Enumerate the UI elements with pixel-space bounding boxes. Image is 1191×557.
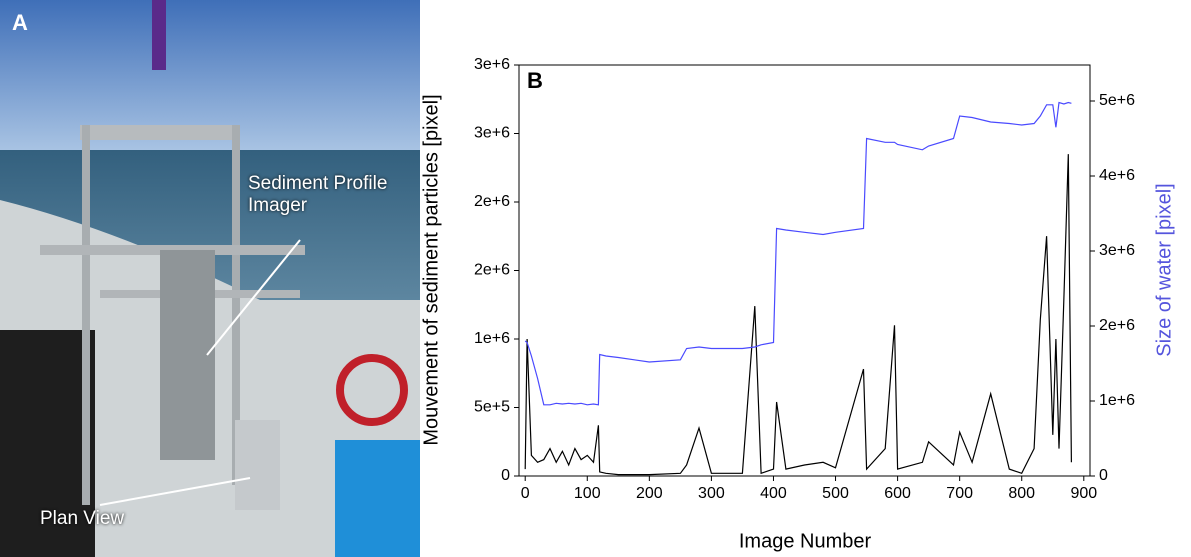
y-tick-label: 3e+6 xyxy=(474,56,510,73)
y-tick-label: 1e+6 xyxy=(474,330,510,347)
y-tick-label: 5e+5 xyxy=(474,399,510,416)
y2-tick-label: 2e+6 xyxy=(1099,317,1135,334)
y2-axis-title: Size of water [pixel] xyxy=(1153,183,1175,356)
y2-tick-label: 5e+6 xyxy=(1099,92,1135,109)
y-tick-label: 0 xyxy=(501,467,510,484)
photo: A xyxy=(0,0,420,557)
x-tick-label: 700 xyxy=(946,485,973,502)
panel-label: B xyxy=(527,68,543,93)
frame-leg xyxy=(82,125,90,505)
chart: B Image Number Mouvement of sediment par… xyxy=(420,56,1175,552)
blue-box xyxy=(335,440,420,557)
data-line xyxy=(525,103,1071,405)
x-tick-label: 600 xyxy=(884,485,911,502)
strap xyxy=(152,0,166,70)
imager xyxy=(160,250,215,460)
page: A B Image Number Mouvement of sediment p… xyxy=(0,0,1191,557)
x-tick-label: 100 xyxy=(574,485,601,502)
x-tick-label: 300 xyxy=(698,485,725,502)
y2-tick-label: 0 xyxy=(1099,467,1108,484)
plan-view-camera xyxy=(235,420,280,510)
panel-label: A xyxy=(12,10,28,35)
x-tick-label: 900 xyxy=(1070,485,1097,502)
plot-frame xyxy=(519,65,1090,476)
x-tick-label: 500 xyxy=(822,485,849,502)
y-tick-label: 3e+6 xyxy=(474,125,510,142)
y2-tick-label: 1e+6 xyxy=(1099,392,1135,409)
x-tick-label: 0 xyxy=(521,485,530,502)
x-tick-label: 200 xyxy=(636,485,663,502)
figure: A B Image Number Mouvement of sediment p… xyxy=(0,0,1191,557)
x-tick-label: 400 xyxy=(760,485,787,502)
y-tick-label: 2e+6 xyxy=(474,262,510,279)
annotation: Sediment Profile Imager xyxy=(248,173,408,217)
x-tick-label: 800 xyxy=(1008,485,1035,502)
y2-tick-label: 4e+6 xyxy=(1099,167,1135,184)
y2-tick-label: 3e+6 xyxy=(1099,242,1135,259)
y-axis-title: Mouvement of sediment particles [pixel] xyxy=(420,94,442,445)
data-line xyxy=(525,154,1071,475)
annotation: Plan View xyxy=(40,508,124,530)
y-tick-label: 2e+6 xyxy=(474,193,510,210)
frame-top xyxy=(80,125,240,140)
x-axis-title: Image Number xyxy=(739,530,872,552)
